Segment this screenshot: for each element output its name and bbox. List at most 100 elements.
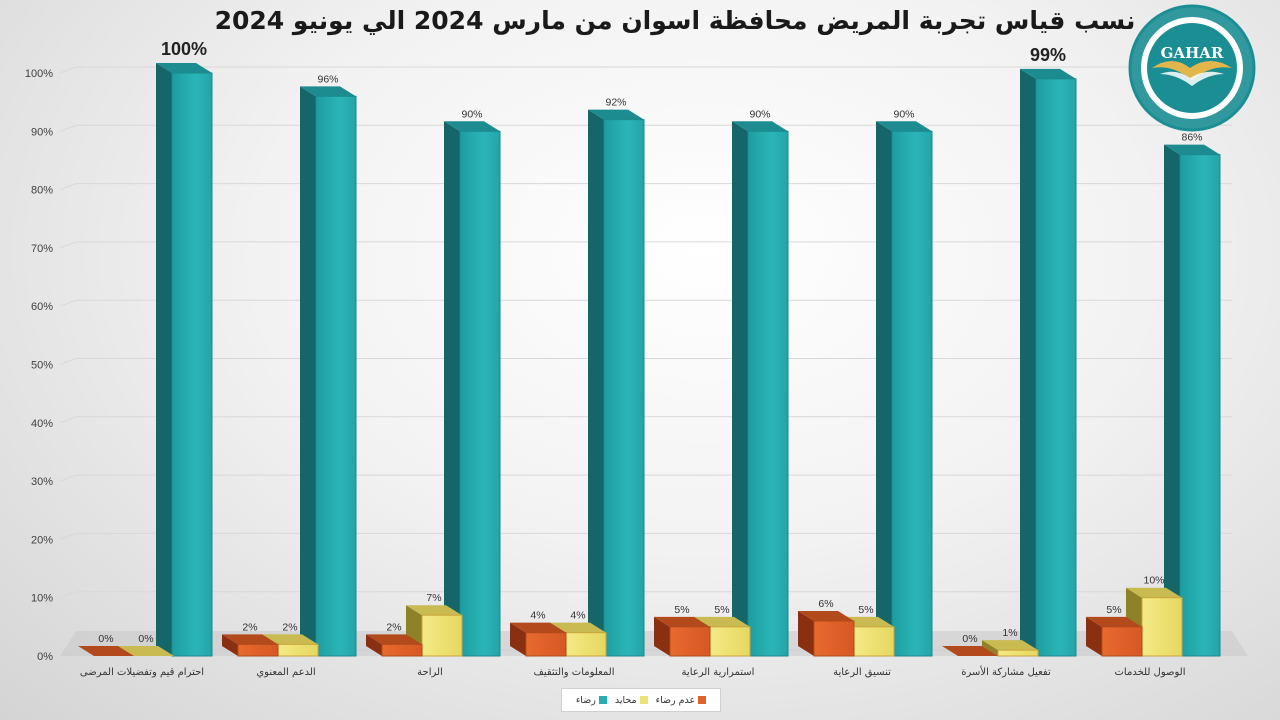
bar-dissatisfied [1086,616,1143,657]
bar-top [876,121,932,132]
bar-dissatisfied [510,622,567,657]
gridline [59,591,1232,599]
bar-front [709,626,751,657]
bar-satisfied [1164,144,1221,657]
bar-top [222,634,278,645]
y-tick-label: 90% [31,126,53,138]
x-tick-label: استمرارية الرعاية [682,667,755,678]
data-label-satisfied: 100% [161,39,207,59]
gridline [59,66,1232,74]
legend-label: عدم رضاء [655,694,696,706]
data-label-satisfied: 99% [1030,45,1066,65]
legend-item-neutral: محايد [615,695,648,706]
bar-top [588,109,644,120]
bar-neutral [406,605,463,657]
bar-front [1179,154,1221,657]
x-tick-label: تنسيق الرعاية [833,667,891,678]
bar-side [1086,616,1102,656]
gridline [59,358,1232,365]
bar-side [156,63,172,656]
bar-side [732,121,748,657]
bar-front [171,72,213,657]
bar-top [300,86,356,97]
data-label-satisfied: 90% [893,108,914,120]
bar-front [853,626,895,657]
gridline [59,299,1232,307]
bar-top [366,634,422,645]
data-label-dissatisfied: 0% [962,633,977,645]
y-tick-label: 0% [37,651,53,663]
bar-dissatisfied [654,616,711,657]
bar-satisfied [156,63,213,657]
bar-satisfied [876,121,933,657]
data-label-satisfied: 90% [749,108,770,120]
data-label-neutral: 4% [570,610,585,622]
bar-side [366,634,382,656]
bar-top [444,121,500,132]
data-label-satisfied: 86% [1181,132,1202,144]
data-label-satisfied: 96% [317,73,338,85]
bar-front [381,643,423,657]
gridline [59,532,1232,540]
bar-satisfied [1020,68,1077,657]
bar-side [444,121,460,657]
data-label-neutral: 5% [714,604,729,616]
gridline [59,416,1232,424]
bar-side [510,622,526,656]
x-tick-label: الدعم المعنوي [256,667,315,678]
bar-neutral [118,646,174,656]
bar-neutral [982,640,1039,657]
data-label-neutral: 10% [1143,575,1164,587]
bar-front [277,643,319,657]
bar-top [406,605,462,616]
bar-front [1101,626,1143,657]
bar-satisfied [444,121,501,657]
bar-dissatisfied [942,646,998,656]
gridline [59,124,1232,132]
bar-satisfied [300,86,357,657]
bar-top [550,622,606,633]
bar-top [1164,144,1220,155]
bar-front [997,649,1039,657]
y-tick-label: 80% [31,185,53,197]
bar-top [982,640,1038,651]
bar-side [300,86,316,656]
legend-item-satisfied: رضاء [576,695,607,706]
bar-top [262,634,318,645]
legend-label: محايد [614,694,637,706]
bar-side [982,640,998,656]
data-label-dissatisfied: 6% [818,598,833,610]
bar-front [1035,78,1077,657]
x-tick-label: الوصول للخدمات [1115,667,1186,678]
y-tick-label: 40% [31,418,53,430]
x-tick-label: احترام قيم وتفضيلات المرضى [80,667,204,678]
bar-satisfied [732,121,789,657]
bar-top [654,616,710,627]
bar-dissatisfied [366,634,423,657]
y-tick-label: 30% [31,476,53,488]
bar-front [525,632,567,657]
bar-side [1020,68,1036,656]
bar-front [891,130,933,657]
data-label-dissatisfied: 0% [98,633,113,645]
data-label-dissatisfied: 2% [242,621,257,633]
bar-front [747,130,789,657]
bar-top [694,616,750,627]
bar-front [315,95,357,657]
bar-satisfied [588,109,645,657]
y-tick-label: 100% [25,68,53,80]
y-tick-label: 10% [31,593,53,605]
gridline [59,241,1232,249]
data-label-satisfied: 92% [605,97,626,109]
bar-side [588,109,604,656]
bar-neutral [1126,587,1183,657]
data-label-neutral: 2% [282,621,297,633]
bar-front [421,614,463,657]
bar-top [732,121,788,132]
bar-top [942,646,998,656]
chart-legend: عدم رضاء محايد رضاء [561,688,721,712]
bar-top [1126,587,1182,598]
bar-dissatisfied [78,646,134,656]
bar-front [603,119,645,657]
